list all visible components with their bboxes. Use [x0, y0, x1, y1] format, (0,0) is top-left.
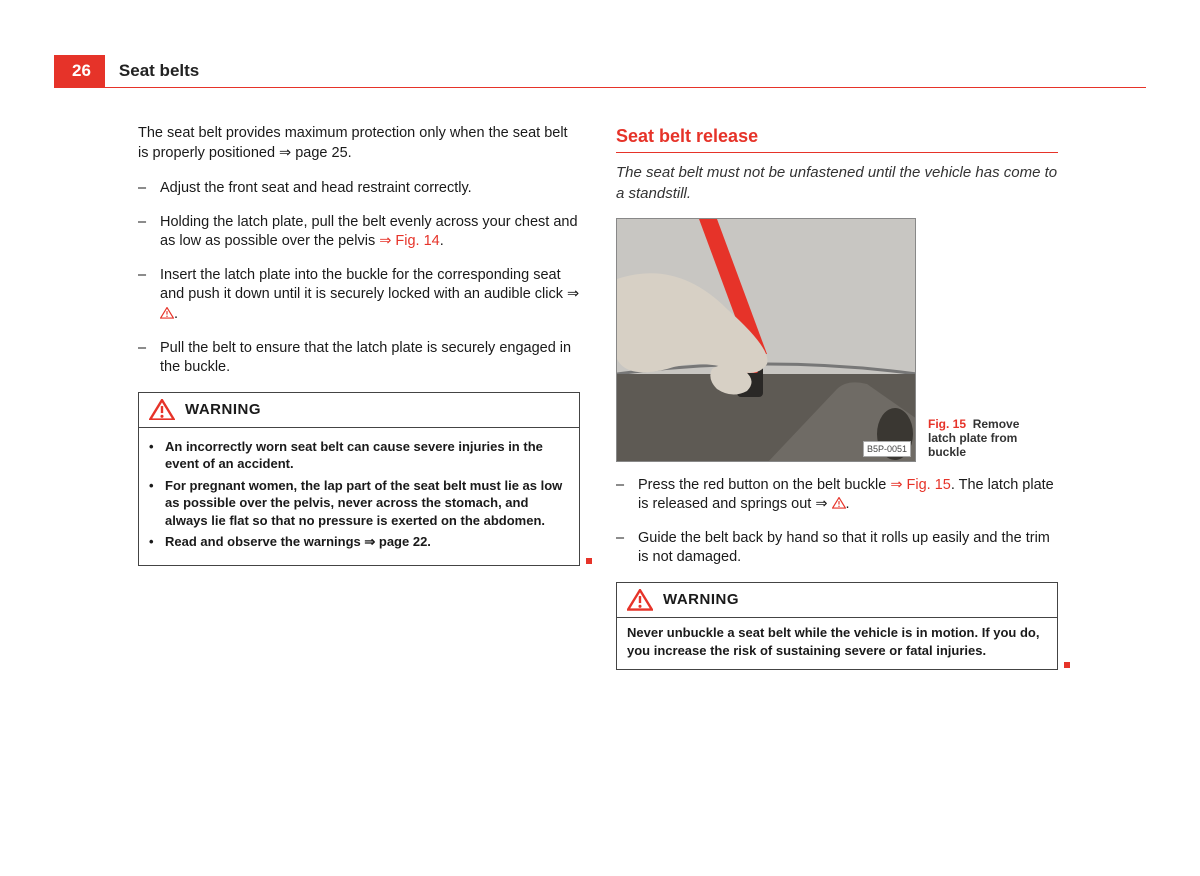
section-subtitle: The seat belt must not be unfastened unt… — [616, 163, 1058, 204]
list-text: Press the red button on the belt buckle — [638, 477, 890, 493]
list-item: Insert the latch plate into the buckle f… — [138, 266, 580, 325]
chapter-title: Seat belts — [105, 55, 213, 87]
figure-image: B5P-0051 — [616, 218, 916, 462]
instruction-list: Press the red button on the belt buckle … — [616, 476, 1058, 568]
section-end-marker — [586, 558, 592, 564]
intro-paragraph: The seat belt provides maximum protectio… — [138, 124, 580, 163]
list-item: Holding the latch plate, pull the belt e… — [138, 213, 580, 252]
warning-text: Never unbuckle a seat belt while the veh… — [627, 625, 1039, 658]
warning-item: An incorrectly worn seat belt can cause … — [149, 438, 569, 473]
figure-ref-number: Fig. 15 — [928, 417, 966, 431]
warning-box: WARNING An incorrectly worn seat belt ca… — [138, 392, 580, 566]
warning-triangle-icon — [832, 497, 846, 509]
warning-triangle-icon — [160, 307, 174, 319]
right-column: Seat belt release The seat belt must not… — [616, 124, 1058, 670]
warning-body: Never unbuckle a seat belt while the veh… — [617, 618, 1057, 669]
content-columns: The seat belt provides maximum protectio… — [138, 124, 1058, 670]
list-item: Press the red button on the belt buckle … — [616, 476, 1058, 515]
list-item: Pull the belt to ensure that the latch p… — [138, 339, 580, 378]
warning-box: WARNING Never unbuckle a seat belt while… — [616, 582, 1058, 670]
list-text: . — [440, 233, 444, 249]
figure-caption: Fig. 15 Remove latch plate from buckle — [928, 417, 1048, 460]
warning-label: WARNING — [663, 590, 739, 610]
list-text: Holding the latch plate, pull the belt e… — [160, 214, 578, 250]
list-item: Guide the belt back by hand so that it r… — [616, 529, 1058, 568]
section-title: Seat belt release — [616, 124, 1058, 148]
section-end-marker — [1064, 662, 1070, 668]
warning-triangle-icon — [627, 589, 653, 611]
list-text: . — [174, 306, 178, 322]
instruction-list: Adjust the front seat and head restraint… — [138, 179, 580, 378]
left-column: The seat belt provides maximum protectio… — [138, 124, 580, 670]
figure-ref-link[interactable]: ⇒ Fig. 14 — [379, 233, 440, 249]
warning-header: WARNING — [139, 393, 579, 428]
warning-triangle-icon — [149, 399, 175, 421]
page-number: 26 — [54, 55, 105, 87]
list-item: Adjust the front seat and head restraint… — [138, 179, 580, 199]
figure-wrap: B5P-0051 Fig. 15 Remove latch plate from… — [616, 218, 1058, 462]
warning-item: For pregnant women, the lap part of the … — [149, 477, 569, 530]
warning-label: WARNING — [185, 400, 261, 420]
warning-item: Read and observe the warnings ⇒ page 22. — [149, 533, 569, 551]
section-rule — [616, 152, 1058, 153]
figure-ref-link[interactable]: ⇒ Fig. 15 — [890, 477, 951, 493]
figure-code: B5P-0051 — [863, 441, 911, 457]
page-header: 26 Seat belts — [54, 54, 1146, 88]
list-text: Insert the latch plate into the buckle f… — [160, 267, 579, 303]
warning-header: WARNING — [617, 583, 1057, 618]
list-text: . — [846, 496, 850, 512]
warning-body: An incorrectly worn seat belt can cause … — [139, 428, 579, 565]
